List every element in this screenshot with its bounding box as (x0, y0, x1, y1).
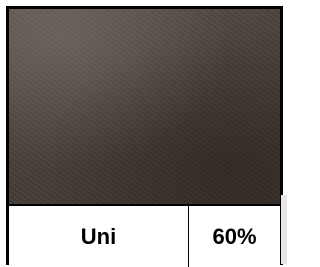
edge-shadow (281, 195, 287, 264)
page: Uni 60% (() => { const data = JSON.parse… (0, 0, 287, 264)
leather-image (9, 9, 280, 204)
swatch-name: Uni (9, 206, 189, 267)
swatch-info: Uni 60% (9, 204, 280, 267)
swatch-percentage: 60% (189, 206, 280, 267)
swatch-card: Uni 60% (6, 6, 283, 265)
